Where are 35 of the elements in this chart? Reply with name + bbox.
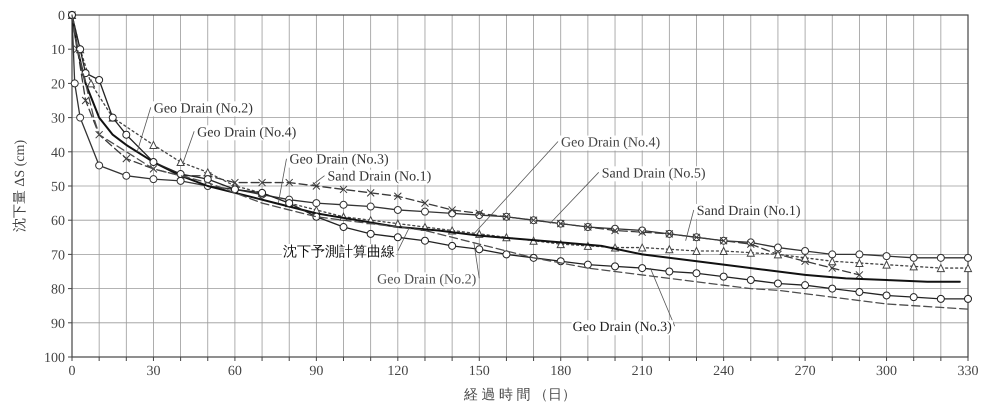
x-tick-label: 120	[387, 364, 408, 379]
x-tick-label: 270	[794, 364, 816, 379]
y-tick-label: 10	[51, 43, 65, 58]
text: Geo Drain (No.3)	[572, 320, 672, 336]
y-tick-label: 60	[51, 214, 65, 230]
text: Sand Drain (No.5)	[602, 166, 706, 182]
x-tick-label: 60	[228, 364, 242, 379]
text: Geo Drain (No.4)	[561, 136, 660, 151]
x-tick-label: 30	[146, 364, 160, 379]
series-label: Sand Drain (No.1)	[696, 204, 801, 219]
x-tick-label: 90	[309, 364, 324, 379]
annotation: Sand Drain (No.1)	[328, 170, 432, 185]
y-tick-label: 70	[51, 248, 65, 264]
text: Geo Drain (No.2)	[377, 272, 477, 288]
x-tick-label: 0	[68, 364, 76, 379]
y-tick-label: 0	[58, 9, 65, 24]
annotation: Geo Drain (No.3)	[289, 152, 389, 168]
y-tick-label: 80	[51, 282, 65, 298]
x-tick-label: 240	[713, 364, 734, 379]
x-tick-label: 180	[550, 364, 572, 379]
y-tick-label: 90	[51, 316, 65, 332]
x-tick-label: 150	[468, 364, 490, 379]
annotation: Geo Drain (No.2)	[154, 101, 254, 116]
y-tick-label: 100	[44, 351, 65, 366]
y-tick-label: 20	[51, 77, 65, 92]
x-axis-title: 経 過 時 間 （日）	[463, 387, 576, 403]
y-tick-label: 50	[51, 180, 65, 195]
y-tick-label: 40	[51, 146, 65, 161]
y-axis-title: 沈下量 ΔS (cm)	[12, 140, 28, 232]
x-tick-label: 330	[958, 364, 978, 379]
x-tick-label: 210	[632, 364, 653, 379]
x-tick-label: 300	[876, 364, 898, 379]
annotation: Geo Drain (No.4)	[197, 125, 297, 140]
series-label: 沈下予測計算曲線	[282, 244, 395, 260]
y-tick-label: 30	[51, 112, 65, 127]
